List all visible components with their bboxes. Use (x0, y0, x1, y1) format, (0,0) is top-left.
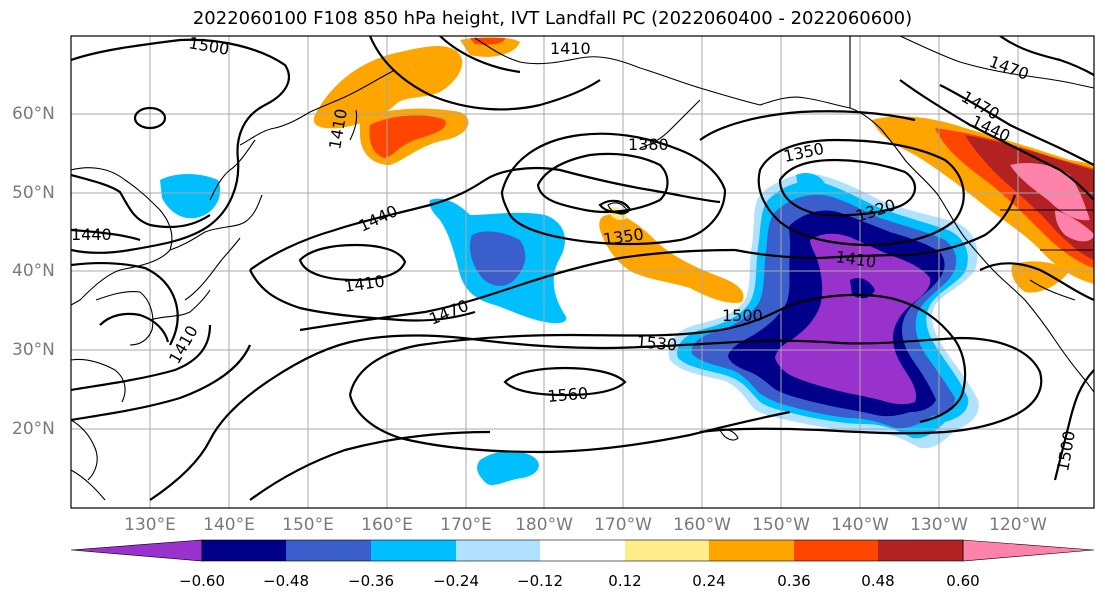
lon-label-180w: 180°W (515, 515, 573, 535)
lon-label-150w: 150°W (752, 515, 810, 535)
map-frame (70, 35, 1095, 509)
colorbar-bin (456, 540, 540, 561)
coastlines (71, 36, 1094, 501)
colorbar-tick-label: −0.48 (263, 572, 309, 590)
contour-label-1530: 1530 (636, 332, 678, 354)
contour-label-1500-se: 1500 (1053, 429, 1079, 472)
contour-label-1410-n: 1410 (550, 39, 591, 58)
lon-label-130w: 130°W (910, 515, 968, 535)
colorbar-tick-label: −0.12 (517, 572, 563, 590)
colorbar-bin (371, 540, 456, 561)
contour-label-1440-c: 1440 (356, 201, 401, 235)
map-title: 2022060100 F108 850 hPa height, IVT Land… (192, 8, 913, 29)
lon-label-130e: 130°E (124, 515, 176, 535)
lon-label-150e: 150°E (282, 515, 334, 535)
lon-label-120w: 120°W (989, 515, 1047, 535)
colorbar-tick-label: 0.24 (692, 572, 726, 590)
contour-label-1380: 1380 (628, 135, 669, 154)
positive-ivt-shading (313, 37, 1094, 303)
map-plot-area: 1500 1410 1410 1470 1440 1470 1440 1380 … (71, 33, 1105, 508)
lon-label-160e: 160°E (361, 515, 413, 535)
contour-label-1410-c: 1410 (343, 271, 386, 295)
contour-label-1500-nw: 1500 (187, 33, 230, 59)
contour-label-1440-w: 1440 (71, 225, 112, 244)
contour-label-1500-c: 1500 (722, 306, 763, 325)
lat-label-50n: 50°N (12, 183, 55, 203)
lon-label-140w: 140°W (831, 515, 889, 535)
colorbar-min-extend (70, 539, 203, 562)
colorbar-bin (540, 540, 625, 561)
contour-label-1470-c: 1470 (426, 296, 471, 329)
contour-label-1560: 1560 (547, 384, 589, 406)
colorbar-bin (625, 540, 709, 561)
height-contours (71, 36, 1094, 501)
lon-label-170e: 170°E (440, 515, 492, 535)
colorbar-tick-label: 0.12 (608, 572, 642, 590)
lon-label-160w: 160°W (673, 515, 731, 535)
negative-ivt-shading (160, 173, 979, 486)
lat-label-40n: 40°N (12, 261, 55, 281)
colorbar-tick-label: 0.36 (777, 572, 811, 590)
lon-label-170w: 170°W (594, 515, 652, 535)
lat-label-60n: 60°N (12, 104, 55, 124)
colorbar-tick-label: −0.60 (179, 572, 225, 590)
colorbar-tick-label: −0.24 (433, 572, 479, 590)
colorbar-tick-label: 0.60 (946, 572, 980, 590)
lat-label-30n: 30°N (12, 340, 55, 360)
colorbar-max-extend (962, 539, 1095, 562)
colorbar-bin (709, 540, 794, 561)
colorbar-tick-label: 0.48 (861, 572, 895, 590)
colorbar-bin (202, 540, 286, 561)
lat-label-20n: 20°N (12, 419, 55, 439)
colorbar (70, 539, 1095, 562)
lon-label-140e: 140°E (203, 515, 255, 535)
colorbar-bin (794, 540, 878, 561)
colorbar-bin (286, 540, 371, 561)
colorbar-bin (878, 540, 963, 561)
colorbar-tick-label: −0.36 (348, 572, 394, 590)
contour-label-1470-ne: 1470 (987, 52, 1032, 84)
contour-label-1410-nw: 1410 (1094, 45, 1105, 64)
colorbar-frame (201, 539, 964, 562)
graticule (71, 36, 1094, 508)
